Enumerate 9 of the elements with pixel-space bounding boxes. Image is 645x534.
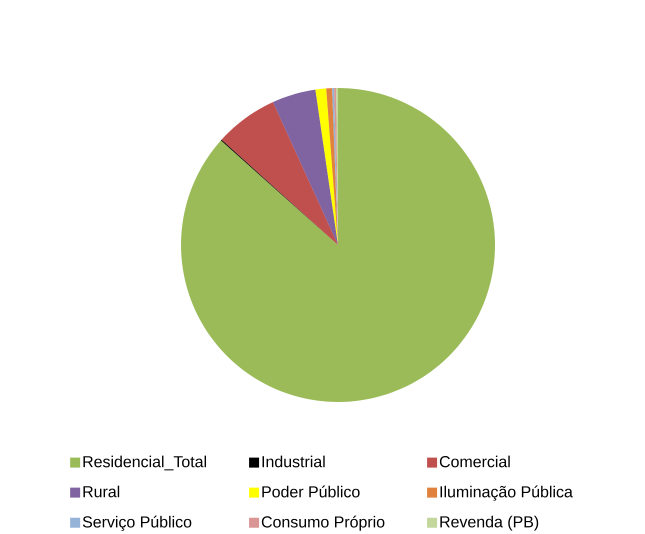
- legend-label: Industrial: [262, 456, 325, 468]
- legend-label: Rural: [83, 486, 120, 498]
- legend-label: Serviço Público: [82, 516, 192, 531]
- legend-label: Consumo Próprio: [262, 516, 384, 531]
- legend-label: Revenda (PB): [440, 516, 538, 531]
- legend-label: Comercial: [440, 456, 510, 468]
- legend-label: Residencial_Total: [83, 456, 206, 470]
- legend-label: Poder Público: [262, 486, 360, 498]
- legend-label: Iluminação Pública: [440, 486, 573, 501]
